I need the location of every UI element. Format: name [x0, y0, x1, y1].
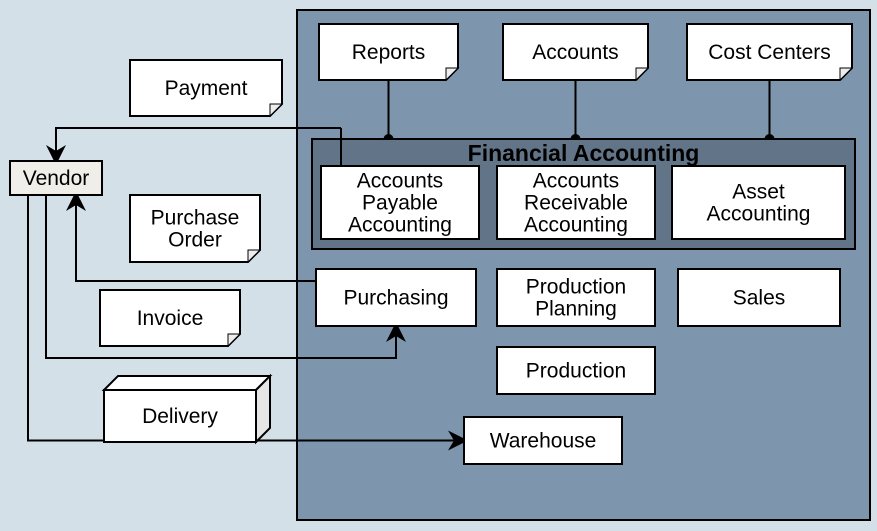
reports-box: Reports [319, 24, 458, 80]
label: Receivable [524, 191, 628, 214]
purchase-order-box: PurchaseOrder [130, 195, 260, 262]
acc-receivable-box: AccountsReceivableAccounting [497, 166, 655, 239]
prod-planning-box: ProductionPlanning [497, 269, 655, 326]
label: Production [526, 359, 626, 382]
label: Accounting [707, 202, 811, 225]
label: Cost Centers [708, 41, 831, 64]
label: Purchase [151, 206, 240, 229]
accounts-box: Accounts [503, 24, 648, 80]
vendor-box: Vendor [10, 161, 102, 195]
label: Reports [352, 41, 426, 64]
label: Production [526, 275, 626, 298]
production-box: Production [497, 347, 655, 394]
label: Payable [362, 191, 438, 214]
payment-box: Payment [130, 60, 282, 116]
label: Accounts [532, 41, 618, 64]
label: Vendor [23, 167, 90, 190]
label: Warehouse [490, 429, 597, 452]
label: Accounting [524, 213, 628, 236]
label: Delivery [142, 405, 218, 428]
label: Accounts [533, 169, 619, 192]
label: Accounting [348, 213, 452, 236]
label: Order [168, 228, 222, 251]
label: Sales [733, 286, 786, 309]
financial-accounting-diagram: Financial Accounting Reports Accounts Cost … [0, 0, 877, 531]
delivery-box: Delivery [104, 376, 270, 442]
label: Payment [165, 77, 248, 100]
label: Planning [535, 297, 617, 320]
sales-box: Sales [678, 269, 840, 326]
label: Purchasing [343, 286, 448, 309]
asset-acc-box: AssetAccounting [672, 166, 845, 239]
label: Accounts [357, 169, 443, 192]
financial-accounting-title: Financial Accounting [468, 140, 700, 166]
label: Asset [732, 180, 785, 203]
warehouse-box: Warehouse [464, 417, 622, 464]
label: Invoice [137, 307, 204, 330]
purchasing-box: Purchasing [316, 269, 476, 326]
cost-centers-box: Cost Centers [687, 24, 852, 80]
invoice-box: Invoice [100, 290, 240, 346]
acc-payable-box: AccountsPayableAccounting [321, 166, 479, 239]
